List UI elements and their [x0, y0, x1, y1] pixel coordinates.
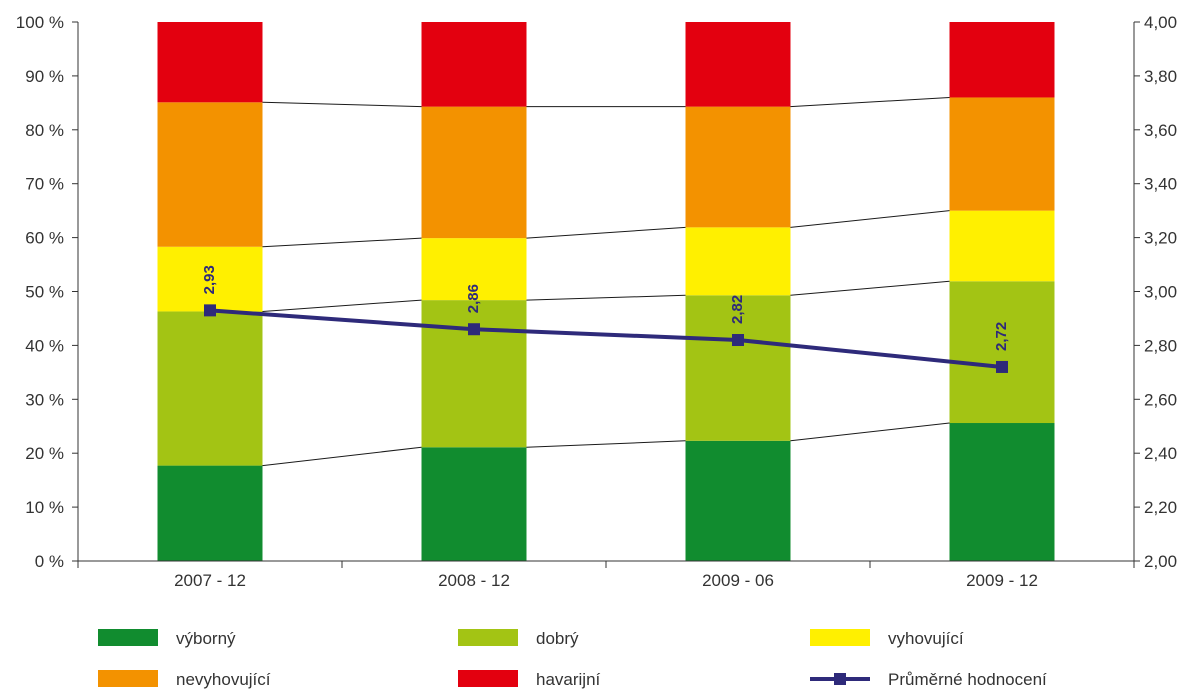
legend-item: Průměrné hodnocení: [810, 670, 1047, 689]
bar-segment: [949, 97, 1055, 211]
bar-segment: [949, 423, 1055, 561]
legend-item: dobrý: [458, 629, 579, 648]
legend-item: havarijní: [458, 670, 601, 689]
bar-segment: [949, 281, 1055, 424]
bar-segment: [685, 295, 791, 441]
bar-segment: [157, 465, 263, 561]
legend-swatch: [810, 629, 870, 646]
left-axis-tick-label: 20 %: [25, 444, 64, 463]
left-axis-tick-label: 60 %: [25, 229, 64, 248]
axes-layer: 0 % 10 % 20 % 30 % 40 % 50 % 60 % 70 % 80 % 90 % 1…: [16, 13, 1177, 590]
left-axis-tick-label: 10 %: [25, 498, 64, 517]
average-data-label: 2,86: [465, 284, 482, 313]
legend: výborný dobrý vyhovující nevyhovující havari…: [98, 629, 1047, 689]
bar-segment: [157, 102, 263, 247]
average-data-label: 2,93: [201, 265, 218, 294]
right-axis-tick-label: 4,00: [1144, 13, 1177, 32]
connector-line: [790, 210, 950, 228]
legend-swatch: [98, 670, 158, 687]
bar-segment: [685, 22, 791, 107]
connector-line: [262, 446, 422, 467]
bar-segment: [157, 311, 263, 466]
connector-line: [526, 226, 686, 239]
right-axis-tick-label: 3,80: [1144, 67, 1177, 86]
legend-label: výborný: [176, 629, 236, 648]
bar-segment: [421, 22, 527, 107]
right-axis-tick-label: 2,40: [1144, 444, 1177, 463]
bars-layer: [157, 22, 1055, 561]
right-axis-tick-label: 2,80: [1144, 336, 1177, 355]
average-marker: [204, 304, 216, 317]
bar-segment: [421, 447, 527, 561]
bar-segment: [421, 106, 527, 239]
legend-swatch: [458, 670, 518, 687]
connector-line: [790, 280, 950, 296]
left-axis-tick-label: 90 %: [25, 67, 64, 86]
connector-line: [262, 237, 422, 248]
right-axis-tick-label: 3,40: [1144, 175, 1177, 194]
bar-segment: [685, 440, 791, 561]
right-axis-tick-label: 2,60: [1144, 390, 1177, 409]
legend-label: Průměrné hodnocení: [888, 670, 1047, 689]
bar-segment: [685, 106, 791, 228]
legend-label: dobrý: [536, 629, 579, 648]
left-axis-tick-label: 30 %: [25, 390, 64, 409]
average-data-label: 2,72: [993, 322, 1010, 351]
legend-line-marker: [834, 673, 846, 685]
right-axis-tick-label: 3,20: [1144, 229, 1177, 248]
bar-segment: [157, 22, 263, 103]
bar-segment: [421, 238, 527, 301]
left-axis-tick-label: 50 %: [25, 283, 64, 302]
left-axis-tick-label: 0 %: [35, 552, 64, 571]
average-marker: [732, 334, 744, 347]
legend-item: vyhovující: [810, 629, 964, 648]
x-axis-tick-label: 2009 - 06: [702, 571, 774, 590]
bar-segment: [949, 210, 1055, 282]
left-axis-tick-label: 100 %: [16, 13, 64, 32]
bar-segment: [421, 300, 527, 448]
legend-item: nevyhovující: [98, 670, 271, 689]
left-axis-tick-label: 70 %: [25, 175, 64, 194]
x-axis-tick-label: 2008 - 12: [438, 571, 510, 590]
bar-segment: [157, 246, 263, 312]
right-axis-tick-label: 2,20: [1144, 498, 1177, 517]
left-axis-tick-label: 40 %: [25, 336, 64, 355]
x-axis-tick-label: 2007 - 12: [174, 571, 246, 590]
average-line: [209, 308, 1003, 369]
bar-segment: [685, 227, 791, 296]
legend-item: výborný: [98, 629, 236, 648]
connector-line: [262, 101, 422, 108]
left-axis-tick-label: 80 %: [25, 121, 64, 140]
legend-label: nevyhovující: [176, 670, 271, 689]
legend-label: vyhovující: [888, 629, 964, 648]
average-line-layer: 2,93 2,86 2,82 2,72: [201, 265, 1010, 373]
right-axis-tick-label: 3,60: [1144, 121, 1177, 140]
average-data-label: 2,82: [729, 295, 746, 324]
x-axis-tick-label: 2009 - 12: [966, 571, 1038, 590]
connector-line: [790, 422, 950, 442]
connector-lines-layer: [262, 96, 950, 467]
right-axis-tick-label: 3,00: [1144, 283, 1177, 302]
connector-line: [526, 294, 686, 301]
legend-label: havarijní: [536, 670, 601, 689]
average-marker: [996, 360, 1008, 373]
legend-swatch: [458, 629, 518, 646]
average-marker: [468, 323, 480, 336]
legend-swatch: [98, 629, 158, 646]
connector-line: [526, 440, 686, 448]
connector-line: [262, 299, 422, 312]
right-axis-tick-label: 2,00: [1144, 552, 1177, 571]
connector-line: [790, 96, 950, 108]
bar-segment: [949, 22, 1055, 98]
